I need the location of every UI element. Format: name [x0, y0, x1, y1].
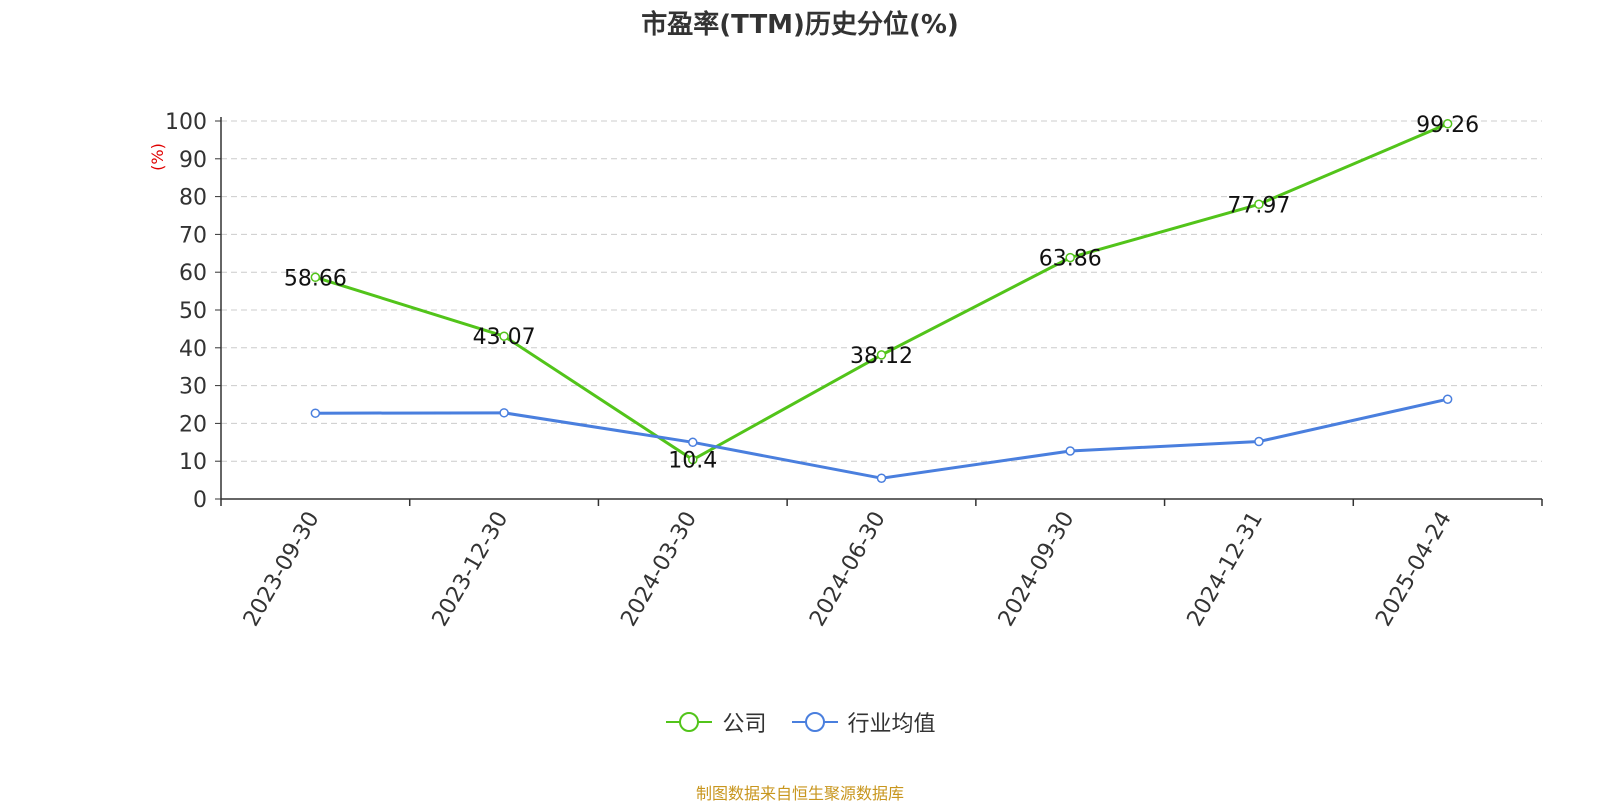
x-tick-label: 2023-09-30: [239, 508, 325, 631]
y-tick-label: 60: [179, 261, 207, 286]
y-tick-label: 50: [179, 299, 207, 324]
y-tick-label: 0: [193, 488, 207, 513]
series-line-0: [314, 122, 1449, 462]
x-tick-label: 2023-12-30: [428, 508, 514, 631]
data-label: 58.66: [284, 266, 347, 291]
legend: 公司 行业均值: [0, 706, 1600, 740]
data-point: [1442, 119, 1453, 129]
chart-title: 市盈率(TTM)历史分位(%): [641, 10, 959, 40]
data-point: [876, 350, 887, 360]
x-tick-label: 2024-09-30: [994, 508, 1080, 631]
data-point: [310, 408, 321, 418]
data-point: [499, 331, 509, 341]
legend-label-company: 公司: [722, 712, 767, 737]
legend-item-industry-average[interactable]: 行业均值: [790, 706, 936, 738]
data-point: [688, 454, 698, 465]
x-tick-label: 2024-06-30: [805, 508, 891, 631]
data-point: [876, 473, 887, 483]
series-line-1: [315, 397, 1448, 480]
y-tick-label: 80: [179, 186, 207, 211]
x-tick-label: 2024-12-31: [1183, 508, 1269, 631]
data-point: [1065, 252, 1075, 263]
data-point: [1254, 199, 1264, 210]
data-label: 99.26: [1416, 113, 1479, 138]
data-point: [1065, 446, 1075, 456]
data-label: 63.86: [1039, 247, 1102, 272]
data-label: 77.97: [1227, 193, 1290, 218]
source-note: 制图数据来自恒生聚源数据库: [695, 784, 904, 803]
data-point: [310, 272, 321, 283]
legend-marker-company: [666, 712, 713, 732]
data-point: [688, 437, 698, 448]
y-tick-label: 40: [179, 337, 207, 362]
data-label: 10.4: [668, 449, 717, 474]
y-tick-label: 20: [179, 412, 207, 437]
y-tick-label: 100: [165, 110, 207, 135]
data-point: [1254, 436, 1264, 447]
x-tick-label: 2024-03-30: [616, 508, 702, 631]
y-tick-label: 70: [179, 223, 207, 248]
data-point: [499, 408, 509, 418]
x-tick-label: 2025-04-24: [1371, 508, 1457, 631]
legend-marker-industry-average: [791, 712, 838, 732]
y-tick-label: 30: [179, 375, 207, 400]
y-tick-label: 90: [179, 148, 207, 173]
legend-label-industry-average: 行业均值: [847, 712, 936, 737]
y-axis-label: (%): [148, 143, 167, 171]
data-label: 38.12: [850, 344, 913, 369]
data-point: [1442, 394, 1453, 404]
y-tick-label: 10: [179, 450, 207, 475]
legend-item-company[interactable]: 公司: [664, 706, 767, 738]
data-label: 43.07: [473, 325, 536, 350]
